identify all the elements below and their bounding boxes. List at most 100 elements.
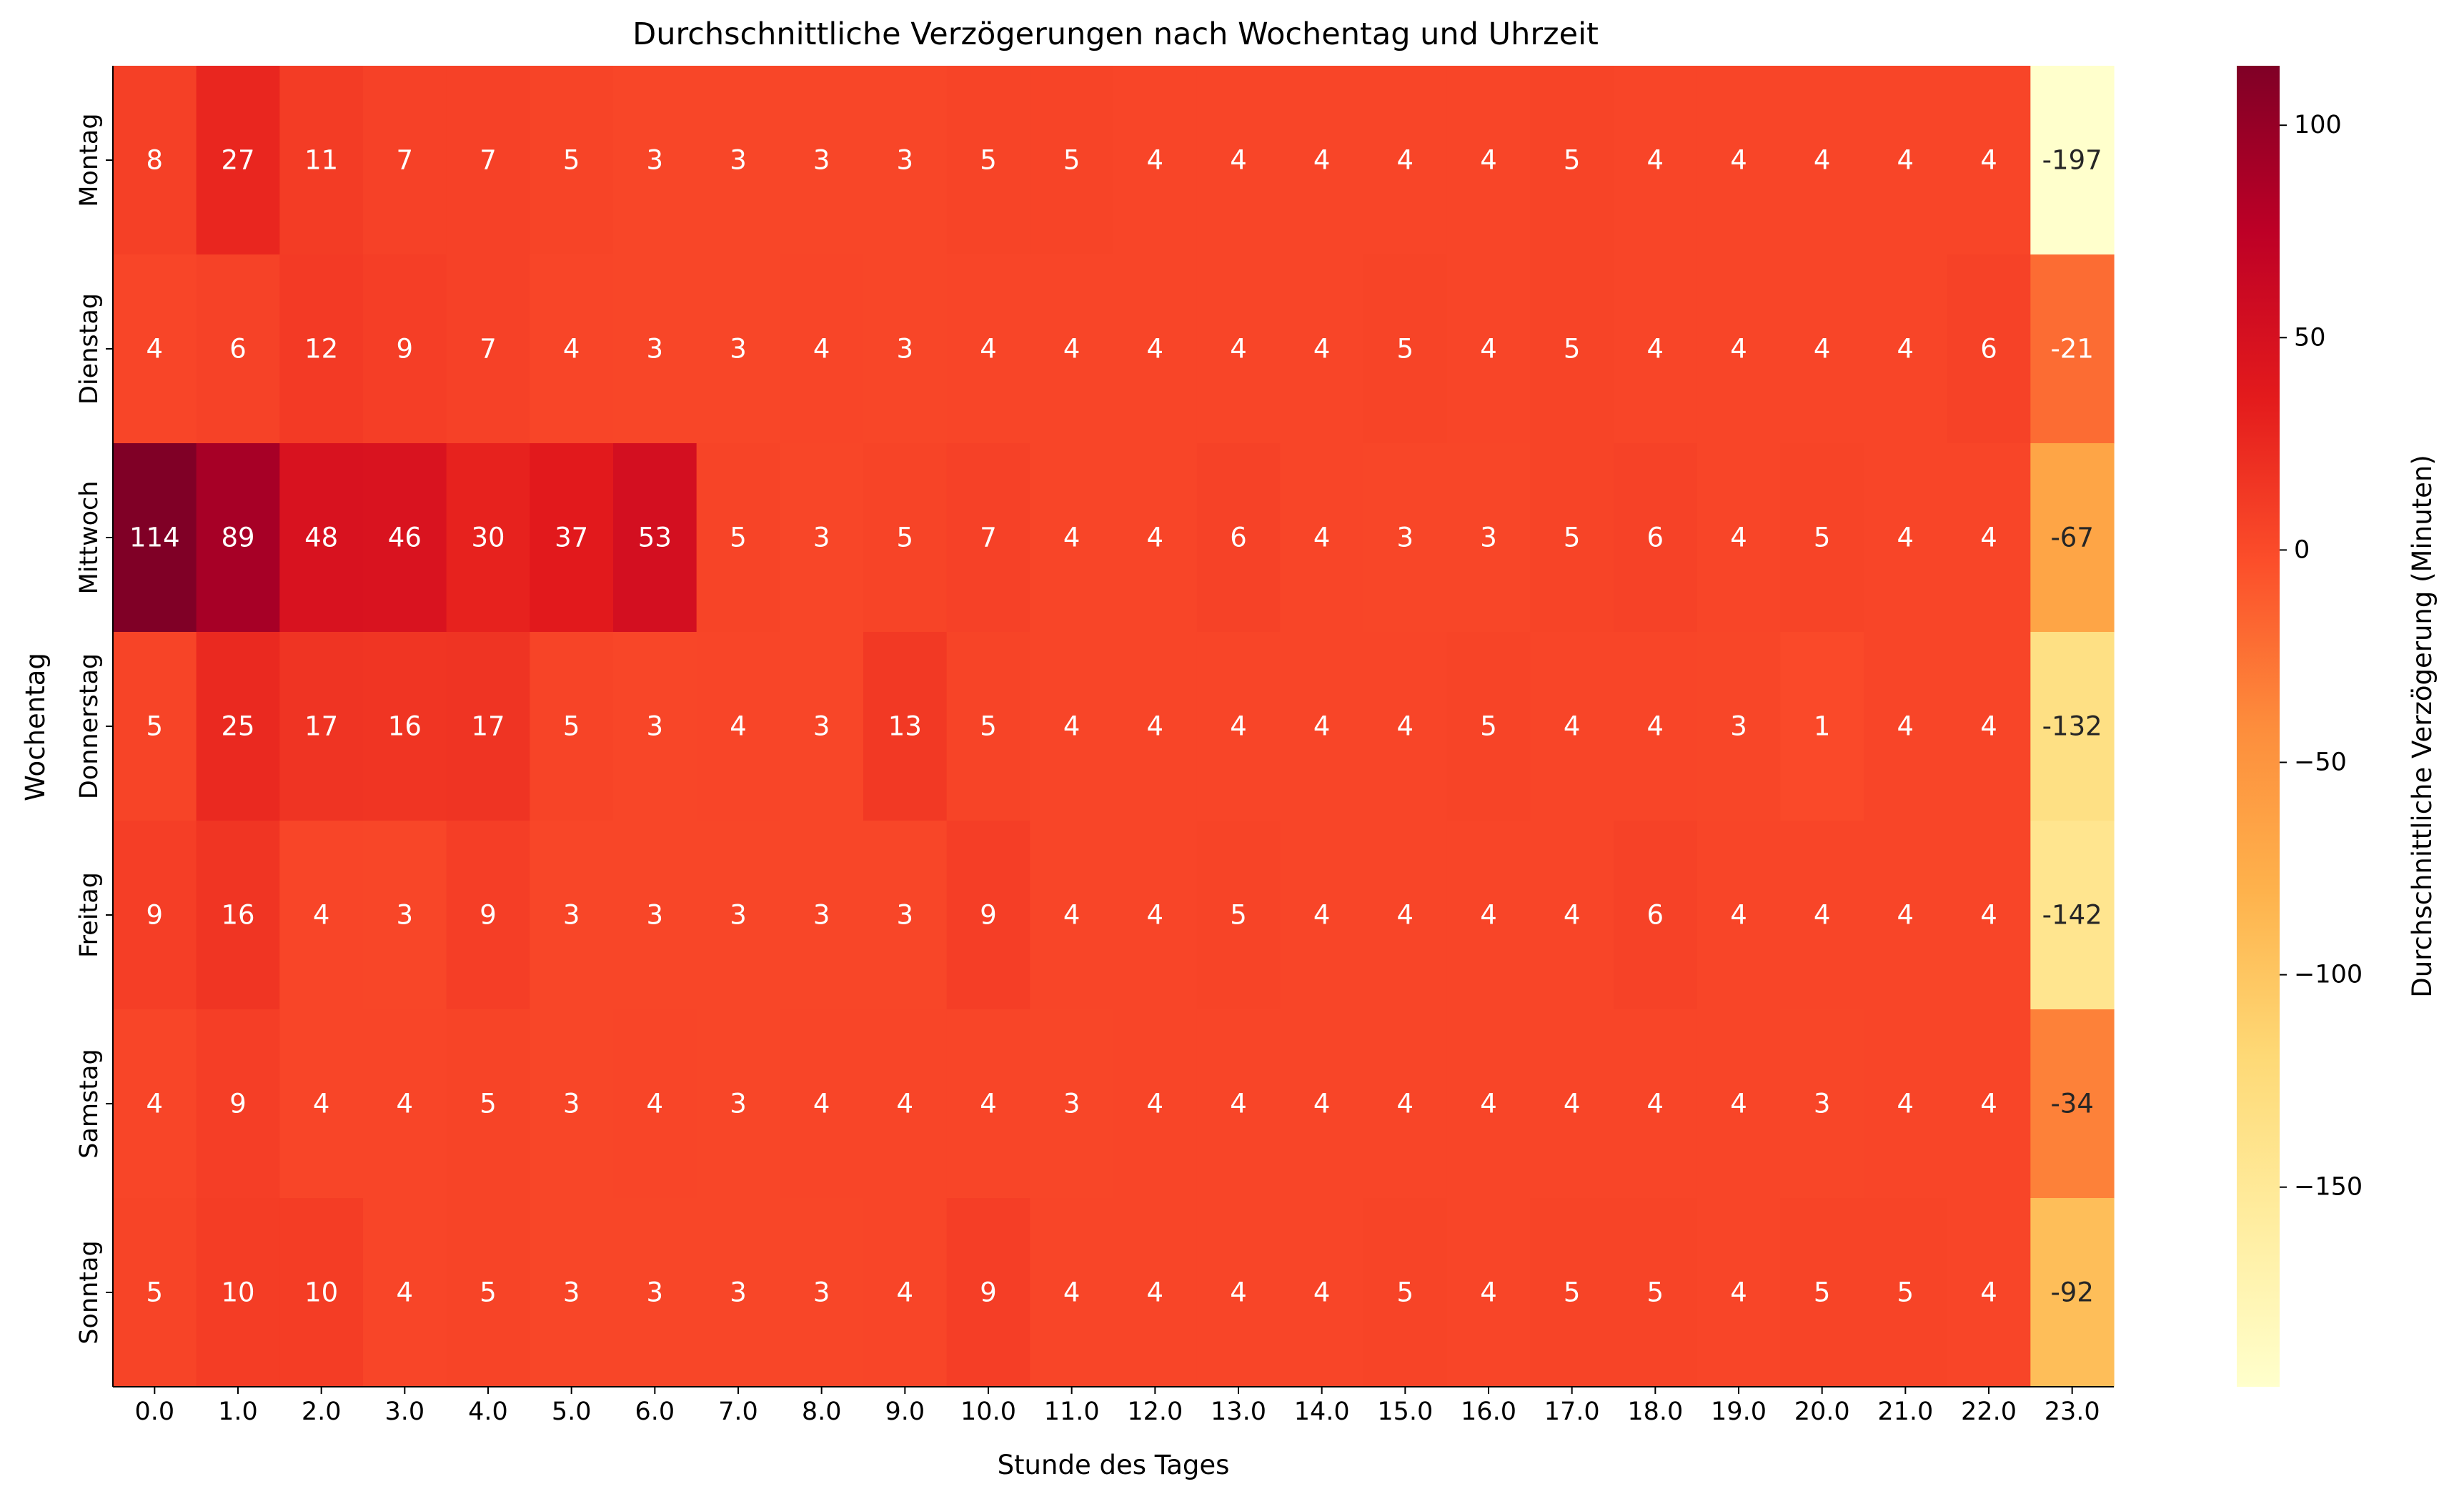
cell-value-label: 4 [1480, 1089, 1497, 1119]
cell-value-label: 6 [229, 334, 247, 365]
heatmap-cell [1280, 821, 1364, 1010]
heatmap-cell [613, 632, 697, 821]
heatmap-cell [1196, 1198, 1281, 1387]
cell-value-label: 4 [1147, 900, 1164, 931]
cell-value-label: 7 [980, 523, 997, 553]
heatmap-cell [1446, 66, 1531, 255]
cell-value-label: -67 [2050, 523, 2093, 553]
heatmap-cell [2030, 1198, 2115, 1387]
cell-value-label: 4 [1480, 900, 1497, 931]
heatmap-cell [196, 1198, 280, 1387]
heatmap-cell [780, 821, 864, 1010]
cell-value-label: 5 [563, 711, 580, 742]
heatmap-cell [1196, 66, 1281, 255]
heatmap-cell [530, 66, 614, 255]
cell-value-label: 4 [1814, 145, 1831, 176]
heatmap-cell [1196, 443, 1281, 633]
heatmap-cell [1530, 443, 1614, 633]
cell-value-label: 3 [897, 334, 914, 365]
heatmap-cell [1280, 632, 1364, 821]
heatmap-cell [113, 632, 197, 821]
cell-value-label: 4 [397, 1277, 414, 1308]
chart-title: Durchschnittliche Verzögerungen nach Woc… [632, 16, 1599, 52]
cell-value-label: 4 [1063, 711, 1081, 742]
cell-value-label: 4 [1397, 1089, 1414, 1119]
cell-value-label: 4 [1730, 1089, 1747, 1119]
cell-value-label: 3 [563, 1277, 580, 1308]
cell-value-label: 4 [313, 900, 330, 931]
cell-value-label: 4 [1147, 711, 1164, 742]
colorbar: 100 50 0 −50 −100 −150 [2237, 66, 2363, 1387]
cell-value-label: 3 [730, 900, 747, 931]
heatmap-cell [530, 254, 614, 444]
cell-value-label: 7 [480, 334, 497, 365]
cell-value-label: 4 [397, 1089, 414, 1119]
heatmap-cell [1280, 443, 1364, 633]
cell-value-label: 4 [1897, 145, 1914, 176]
heatmap-cell [696, 632, 780, 821]
heatmap-cell [1614, 443, 1698, 633]
cell-value-label: 5 [1230, 900, 1247, 931]
cell-value-label: 3 [813, 900, 830, 931]
heatmap-cell [113, 443, 197, 633]
heatmap-cell [863, 1198, 948, 1387]
heatmap-cell [1196, 821, 1281, 1010]
cell-value-label: 3 [1480, 523, 1497, 553]
heatmap-cell [696, 254, 780, 444]
cell-value-label: 6 [1647, 523, 1664, 553]
heatmap-cell [696, 1009, 780, 1199]
heatmap-cell [1614, 632, 1698, 821]
heatmap-cell [1363, 632, 1448, 821]
heatmap-cell [1947, 66, 2031, 255]
heatmap-cell [1363, 443, 1448, 633]
heatmap-cell [1697, 254, 1781, 444]
cell-value-label: 4 [1480, 1277, 1497, 1308]
cell-value-label: 1 [1814, 711, 1831, 742]
y-tick-label: Freitag [75, 872, 104, 958]
cell-value-label: 9 [980, 900, 997, 931]
heatmap-cell [279, 821, 364, 1010]
cell-value-label: 4 [1147, 523, 1164, 553]
heatmap-cell [1446, 632, 1531, 821]
cell-value-label: 4 [1230, 334, 1247, 365]
cell-value-label: 5 [1480, 711, 1497, 742]
cell-value-label: 9 [980, 1277, 997, 1308]
cell-value-label: 5 [146, 1277, 164, 1308]
cell-value-label: 4 [146, 1089, 164, 1119]
x-tick-label: 4.0 [468, 1397, 508, 1426]
colorbar-label: Durchschnittliche Verzögerung (Minuten) [2407, 455, 2438, 998]
heatmap-cell [613, 1198, 697, 1387]
cell-value-label: 4 [1647, 334, 1664, 365]
x-tick-label: 17.0 [1544, 1397, 1600, 1426]
cell-value-label: 4 [1063, 900, 1081, 931]
cell-value-label: 3 [813, 523, 830, 553]
cell-value-label: 4 [1897, 334, 1914, 365]
heatmap-cell [1614, 66, 1698, 255]
x-tick-label: 16.0 [1461, 1397, 1516, 1426]
cell-value-label: 89 [221, 523, 254, 553]
heatmap-cell [1030, 821, 1114, 1010]
heatmap-cell [279, 1009, 364, 1199]
cell-value-label: 4 [980, 1089, 997, 1119]
heatmap-cell [780, 1009, 864, 1199]
x-tick-label: 23.0 [2045, 1397, 2100, 1426]
heatmap-cell [946, 66, 1030, 255]
cell-value-label: 3 [397, 900, 414, 931]
heatmap-cell [780, 1198, 864, 1387]
heatmap-cell [1697, 1198, 1781, 1387]
heatmap-cell [279, 66, 364, 255]
cell-value-label: 4 [1564, 711, 1581, 742]
cell-value-label: 17 [471, 711, 505, 742]
cell-value-label: -132 [2042, 711, 2102, 742]
cell-value-label: 6 [1980, 334, 1997, 365]
heatmap-cell [446, 1198, 530, 1387]
heatmap-cell [196, 66, 280, 255]
heatmap-cell [530, 443, 614, 633]
cell-value-label: 4 [647, 1089, 664, 1119]
heatmap-cell [1446, 254, 1531, 444]
cell-value-label: 4 [980, 334, 997, 365]
cell-value-label: 4 [1230, 1089, 1247, 1119]
heatmap-cell [1363, 1198, 1448, 1387]
heatmap-cell [1864, 632, 1948, 821]
